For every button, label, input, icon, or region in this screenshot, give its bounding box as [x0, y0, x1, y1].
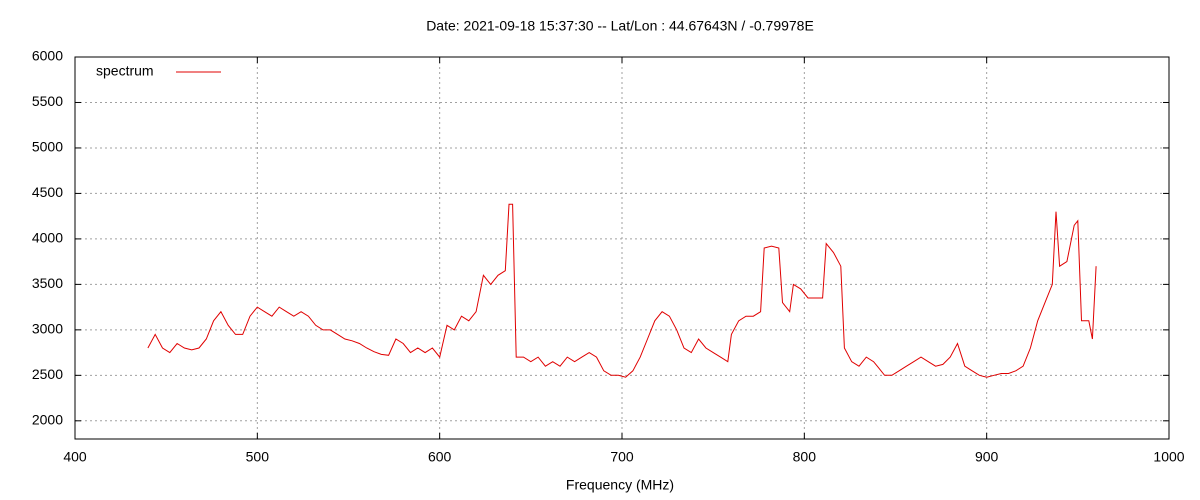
- legend-label: spectrum: [96, 63, 154, 79]
- series-line: [147, 203, 1097, 378]
- y-tick-label: 2000: [32, 412, 63, 428]
- y-tick-label: 4000: [32, 230, 63, 246]
- x-tick-label: 900: [975, 449, 999, 465]
- y-tick-label: 5500: [32, 93, 63, 109]
- y-tick-label: 2500: [32, 366, 63, 382]
- x-tick-label: 600: [428, 449, 452, 465]
- x-tick-label: 400: [63, 449, 87, 465]
- y-tick-label: 6000: [32, 48, 63, 64]
- y-tick-label: 4500: [32, 184, 63, 200]
- x-tick-label: 700: [610, 449, 634, 465]
- y-tick-label: 3500: [32, 275, 63, 291]
- chart-title: Date: 2021-09-18 15:37:30 -- Lat/Lon : 4…: [426, 18, 814, 34]
- x-tick-label: 1000: [1153, 449, 1184, 465]
- x-axis-label: Frequency (MHz): [566, 477, 674, 493]
- x-tick-label: 800: [793, 449, 817, 465]
- y-tick-label: 5000: [32, 139, 63, 155]
- plot-frame: [74, 56, 1170, 440]
- x-tick-label: 500: [246, 449, 270, 465]
- y-tick-label: 3000: [32, 321, 63, 337]
